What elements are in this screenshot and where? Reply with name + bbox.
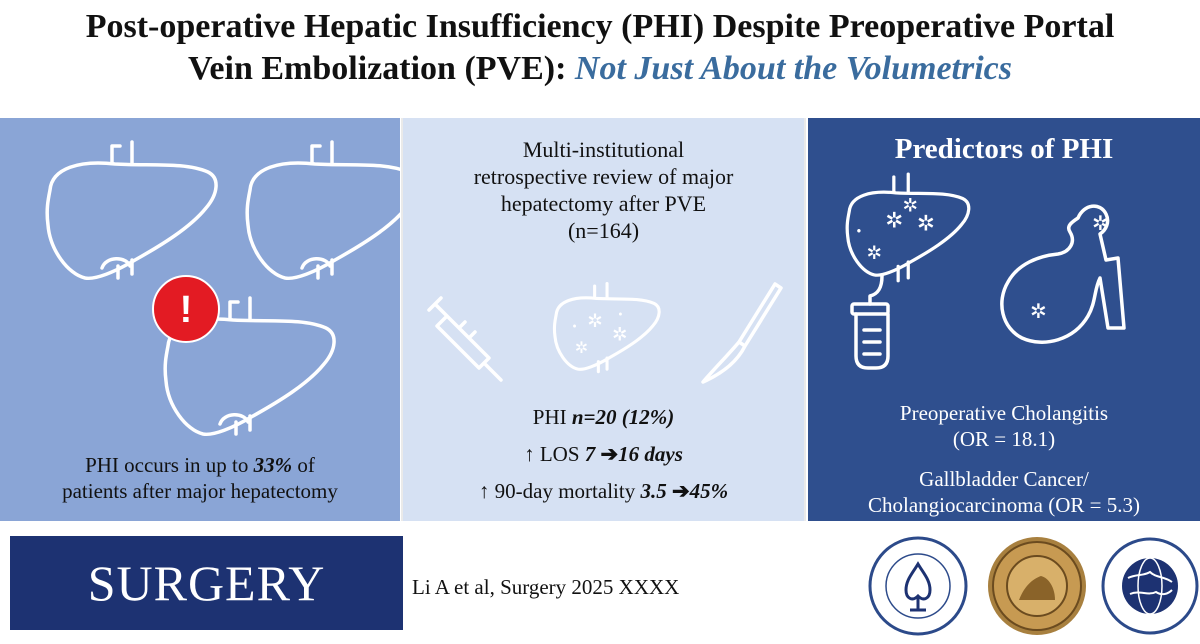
alert-symbol: ! <box>180 289 193 331</box>
study-sample-size: (n=164) <box>567 218 640 243</box>
svg-text:✲: ✲ <box>1030 301 1047 323</box>
incidence-text-before: PHI occurs in up to <box>85 453 254 477</box>
title-accent: Not Just About the Volumetrics <box>574 50 1012 87</box>
predictors-list: Preoperative Cholangitis (OR = 18.1) Gal… <box>808 400 1200 518</box>
svg-text:✲: ✲ <box>917 211 935 235</box>
citation: Li A et al, Surgery 2025 XXXX <box>412 575 680 599</box>
american-association-of-endocrine-surgeons-seal <box>1101 537 1199 635</box>
predictor-icons: ✲ ✲ ✲ ✲ • ✲ ✲ <box>845 172 1126 370</box>
central-surgical-association-seal <box>988 537 1086 635</box>
svg-text:•: • <box>856 224 861 240</box>
svg-text:•: • <box>572 320 576 334</box>
mortality-to: 45% <box>689 479 729 503</box>
study-description: Multi-institutional retrospective review… <box>403 136 804 244</box>
study-results: PHI n=20 (12%) ↑ LOS 7 ➔16 days ↑ 90-day… <box>403 404 804 504</box>
svg-text:✲: ✲ <box>866 243 882 264</box>
predictors-heading: Predictors of PHI <box>894 133 1114 165</box>
gallbladder-icon: ✲ ✲ <box>1000 204 1126 344</box>
liver-illustration-group: ! <box>45 140 418 437</box>
drainage-bag-icon <box>850 274 890 370</box>
study-line-2: retrospective review of major <box>473 164 734 189</box>
page-title: Post-operative Hepatic Insufficiency (PH… <box>0 6 1200 90</box>
mortality-label: ↑ 90-day mortality <box>478 479 641 503</box>
svg-text:✲: ✲ <box>885 208 903 232</box>
journal-banner: SURGERY <box>10 536 403 630</box>
incidence-percent: 33% <box>253 453 293 477</box>
svg-text:✲: ✲ <box>1092 213 1109 235</box>
panel-divider <box>401 118 403 521</box>
los-from: 7 <box>584 442 596 466</box>
los-to: 16 days <box>618 442 683 466</box>
panel-study: Multi-institutional retrospective review… <box>403 118 804 521</box>
svg-text:✲: ✲ <box>587 311 603 332</box>
study-icons: ✲ ✲ ✲ • • <box>427 282 783 384</box>
liver-icon <box>245 140 418 281</box>
svg-text:✲: ✲ <box>902 196 918 217</box>
incidence-text-after: of <box>292 453 315 477</box>
los-label: ↑ LOS <box>524 442 585 466</box>
syringe-icon <box>427 296 503 382</box>
title-line-2-plain: Vein Embolization (PVE): <box>188 50 575 87</box>
phi-incidence-row: PHI n=20 (12%) <box>403 404 804 430</box>
study-line-3: hepatectomy after PVE <box>500 191 707 216</box>
liver-icon <box>163 296 336 437</box>
mortality-row: ↑ 90-day mortality 3.5 ➔45% <box>403 478 804 504</box>
svg-text:✲: ✲ <box>612 325 628 346</box>
alert-icon: ! <box>152 275 220 343</box>
mortality-from: 3.5 <box>640 479 667 503</box>
liver-icon: ✲ ✲ ✲ ✲ • <box>845 172 971 283</box>
predictor-gallbladder-cancer: Gallbladder Cancer/ <box>919 467 1089 491</box>
phi-label: PHI <box>532 405 572 429</box>
scalpel-icon <box>701 282 783 384</box>
incidence-text-line2: patients after major hepatectomy <box>62 479 338 503</box>
svg-text:•: • <box>618 307 622 321</box>
title-line-1: Post-operative Hepatic Insufficiency (PH… <box>85 8 1115 45</box>
society-of-university-surgeons-seal <box>868 536 968 636</box>
incidence-text: PHI occurs in up to 33% of patients afte… <box>0 452 400 504</box>
los-row: ↑ LOS 7 ➔16 days <box>403 441 804 467</box>
predictor-cholangiocarcinoma-or: Cholangiocarcinoma (OR = 5.3) <box>868 493 1140 517</box>
panel-predictors: Predictors of PHI ✲ ✲ ✲ ✲ • ✲ ✲ Preopera… <box>808 118 1200 521</box>
predictor-cholangitis: Preoperative Cholangitis <box>899 401 1109 425</box>
title-line-2: Vein Embolization (PVE): Not Just About … <box>0 48 1200 90</box>
los-arrow-icon: ➔ <box>595 442 619 466</box>
panel-incidence: ! PHI occurs in up to 33% of patients af… <box>0 118 418 521</box>
liver-icon: ✲ ✲ ✲ • • <box>552 282 661 374</box>
mortality-arrow-icon: ➔ <box>666 479 690 503</box>
predictor-cholangitis-or: (OR = 18.1) <box>952 427 1056 451</box>
phi-value: n=20 (12%) <box>571 405 675 429</box>
panel-divider <box>804 118 806 521</box>
study-line-1: Multi-institutional <box>522 137 685 162</box>
svg-text:✲: ✲ <box>575 340 589 357</box>
liver-icon <box>45 140 218 281</box>
